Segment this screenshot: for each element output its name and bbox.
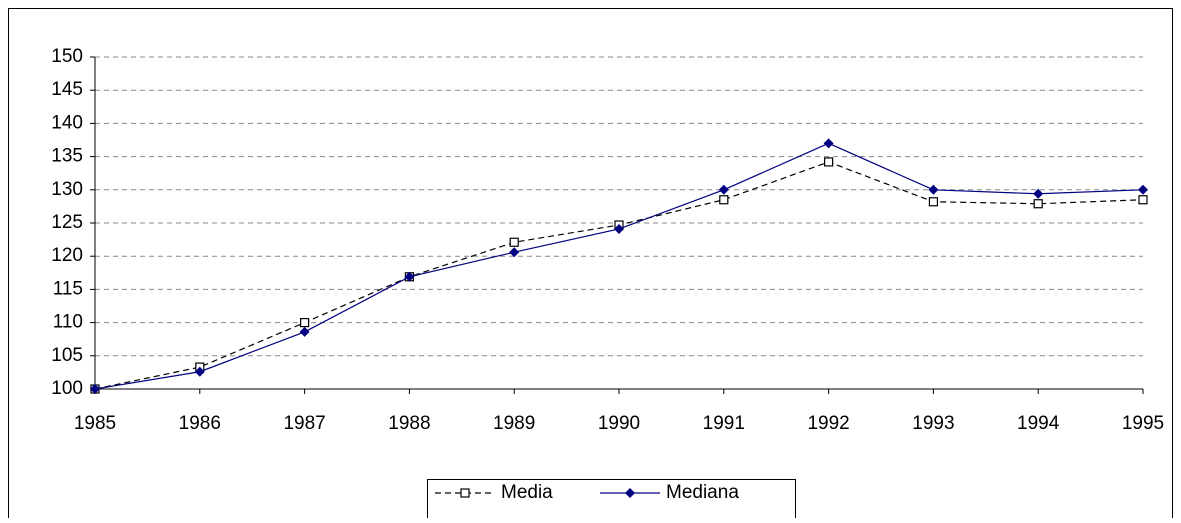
point	[928, 197, 939, 207]
x-tick-label: 1986	[179, 413, 221, 434]
y-tick-label: 135	[51, 146, 83, 167]
x-tick-label: 1991	[703, 413, 745, 434]
point	[928, 184, 939, 195]
point	[1138, 195, 1148, 205]
x-tick-label: 1988	[388, 413, 430, 434]
y-tick-label: 115	[53, 278, 83, 299]
point	[299, 326, 310, 337]
x-tick-label: 1990	[598, 413, 640, 434]
y-tick-label: 125	[51, 212, 83, 233]
x-tick-label: 1993	[912, 413, 954, 434]
point	[718, 184, 729, 195]
point	[300, 318, 310, 328]
point	[1138, 184, 1148, 195]
point	[719, 195, 729, 205]
legend-label: Mediana	[666, 482, 739, 503]
y-tick-label: 140	[51, 112, 83, 133]
legend-marker	[460, 488, 470, 498]
y-tick-label: 150	[51, 46, 83, 67]
point	[404, 271, 415, 282]
point	[90, 384, 100, 394]
x-tick-label: 1992	[807, 413, 849, 434]
y-tick-label: 120	[51, 245, 83, 266]
legend-marker	[625, 488, 635, 498]
legend-label: Media	[501, 482, 553, 503]
x-tick-label: 1987	[283, 413, 325, 434]
y-tick-label: 130	[51, 179, 83, 200]
point	[509, 247, 520, 258]
point	[823, 138, 834, 149]
y-tick-label: 145	[51, 79, 83, 100]
y-tick-label: 100	[51, 378, 83, 399]
point	[194, 366, 205, 377]
point	[509, 237, 519, 247]
x-tick-label: 1995	[1122, 413, 1164, 434]
legend-box	[427, 479, 796, 523]
x-tick-label: 1985	[74, 413, 116, 434]
point	[1033, 188, 1044, 199]
chart-frame	[8, 8, 1173, 523]
x-tick-label: 1994	[1017, 413, 1060, 434]
point	[823, 157, 834, 167]
point	[614, 223, 624, 234]
series-line	[94, 161, 1144, 390]
series-line	[94, 142, 1144, 390]
point	[1033, 199, 1043, 209]
x-tick-label: 1989	[493, 413, 535, 434]
y-tick-label: 105	[51, 345, 83, 366]
y-tick-label: 110	[53, 312, 83, 333]
